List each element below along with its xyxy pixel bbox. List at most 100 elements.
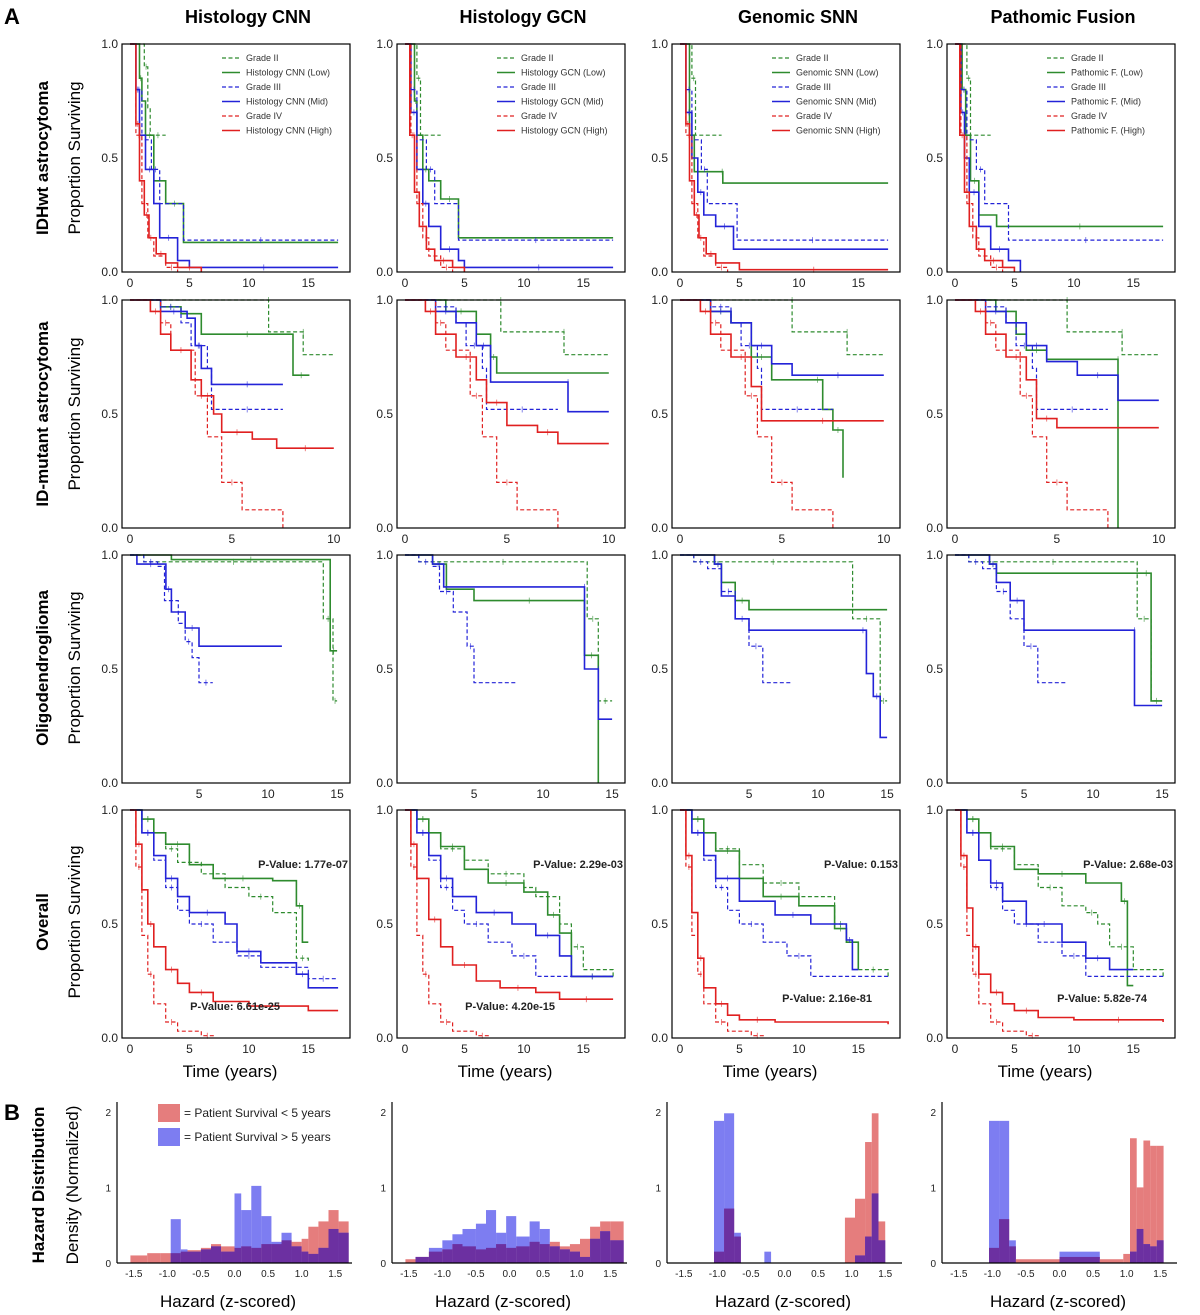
y-tick-label: 0.5 <box>651 917 668 931</box>
hist-bar-overlap <box>442 1249 453 1263</box>
hist-bar-short-survival <box>1150 1145 1157 1263</box>
km-curve-grade4 <box>680 43 729 272</box>
km-panel: 0.0 0.5 1.0 0 5 10 <box>926 293 1176 546</box>
hist-bar-overlap <box>855 1255 866 1263</box>
hist-bar-overlap <box>301 1251 309 1263</box>
hist-bar-overlap <box>452 1244 463 1263</box>
hist-bar-overlap <box>610 1240 624 1263</box>
hist-bar-long-survival <box>486 1210 497 1263</box>
y-tick-label: 0.0 <box>926 521 943 535</box>
p-value-low-high: P-Value: 1.77e-07 <box>258 859 348 871</box>
legend-label: Grade IV <box>521 111 557 121</box>
hazard-y-axis-label: Density (Normalized) <box>63 1106 82 1265</box>
x-tick-label: 10 <box>517 276 531 290</box>
x-tick-label: 10 <box>242 1042 256 1056</box>
km-curve-grade4 <box>130 809 214 1038</box>
y-axis-label: Proportion Surviving <box>65 845 84 998</box>
km-plot-frame <box>396 43 626 273</box>
x-tick-label: 15 <box>852 1042 866 1056</box>
km-curve-mid <box>680 809 859 971</box>
legend-label: Genomic SNN (Mid) <box>796 97 877 107</box>
hist-x-tick-label: -1.0 <box>984 1269 1002 1280</box>
hist-bar-long-survival <box>764 1251 772 1263</box>
y-tick-label: 1.0 <box>926 803 943 817</box>
y-tick-label: 0.5 <box>101 151 118 165</box>
x-tick-label: 5 <box>1054 532 1061 546</box>
hist-y-tick-label: 0 <box>105 1259 111 1270</box>
hist-bar-short-survival <box>871 1113 879 1263</box>
hist-bar-overlap <box>170 1253 181 1263</box>
km-curve-low <box>130 809 309 943</box>
km-curve-grade4 <box>405 809 489 1038</box>
hist-bar-long-survival <box>714 1120 725 1263</box>
x-tick-label: 5 <box>186 276 193 290</box>
hist-bar-overlap <box>1143 1244 1151 1263</box>
km-panel: 0.0 0.5 1.0 0 5 10 15 Grade II Genomic SNN (Low)… <box>651 37 901 290</box>
hist-x-tick-label: -1.0 <box>159 1269 177 1280</box>
hist-y-tick-label: 2 <box>105 1108 111 1119</box>
x-tick-label: 15 <box>1155 787 1169 801</box>
hist-bar-overlap <box>291 1246 302 1263</box>
hist-x-tick-label: 1.5 <box>1153 1269 1167 1280</box>
km-curve-grade2 <box>955 554 1163 702</box>
km-plot-frame <box>396 554 626 784</box>
y-tick-label: 0.5 <box>101 662 118 676</box>
hist-y-tick-label: 1 <box>380 1183 386 1194</box>
y-tick-label: 0.5 <box>376 662 393 676</box>
hist-bar-overlap <box>999 1219 1010 1263</box>
hist-bar-overlap <box>569 1251 580 1263</box>
x-tick-label: 10 <box>1067 276 1081 290</box>
y-tick-label: 0.5 <box>376 151 393 165</box>
km-curve-low <box>680 554 888 611</box>
hist-y-tick-label: 2 <box>380 1108 386 1119</box>
y-axis-label: Proportion Surviving <box>65 591 84 744</box>
x-tick-label: 0 <box>677 532 684 546</box>
p-value-grade: P-Value: 4.20e-15 <box>465 1001 555 1013</box>
hist-bar-overlap <box>180 1251 188 1263</box>
hist-bar-overlap <box>865 1236 872 1263</box>
y-tick-label: 0.0 <box>926 265 943 279</box>
y-tick-label: 1.0 <box>651 548 668 562</box>
km-curve-grade3 <box>955 809 1164 977</box>
km-curve-mid <box>130 809 339 989</box>
legend-label: Histology CNN (Low) <box>246 68 330 78</box>
km-curve-grade3 <box>680 809 889 977</box>
km-curve-grade2 <box>130 43 166 136</box>
legend-label: Pathomic F. (High) <box>1071 126 1145 136</box>
km-curve-grade2 <box>405 809 614 977</box>
km-panel: 0.0 0.5 1.0 5 10 15 <box>651 548 901 801</box>
x-tick-label: 5 <box>229 532 236 546</box>
y-tick-label: 0.0 <box>101 1031 118 1045</box>
y-tick-label: 0.0 <box>101 265 118 279</box>
hazard-histogram-panels: 0 1 2 -1.5 -1.0 -0.5 0.0 0.5 1.0 1.5 0 1 2 -1.5 -1.0 -0… <box>105 1102 1177 1280</box>
hist-bar-overlap <box>308 1253 319 1263</box>
legend-label: Grade II <box>1071 53 1104 63</box>
hist-bar-long-survival <box>724 1113 735 1263</box>
hist-x-tick-label: -0.5 <box>192 1269 210 1280</box>
y-tick-label: 0.0 <box>101 521 118 535</box>
y-tick-label: 1.0 <box>101 293 118 307</box>
y-tick-label: 0.0 <box>651 1031 668 1045</box>
km-curve-low <box>130 554 338 652</box>
hist-y-tick-label: 0 <box>380 1259 386 1270</box>
legend-label: Grade III <box>521 82 556 92</box>
y-tick-label: 1.0 <box>376 293 393 307</box>
hist-bar-short-survival <box>1156 1145 1164 1263</box>
hist-bar-overlap <box>328 1228 339 1263</box>
km-curve-grade4 <box>130 299 284 528</box>
legend-label: Grade III <box>1071 82 1106 92</box>
hist-bar-short-survival <box>405 1259 416 1263</box>
hist-x-tick-label: 0.5 <box>811 1269 825 1280</box>
hist-bar-long-survival <box>170 1219 181 1263</box>
x-tick-label: 10 <box>1067 1042 1081 1056</box>
km-curve-grade4 <box>405 43 454 272</box>
hazard-x-axis-label: Hazard (z-scored) <box>435 1292 571 1311</box>
km-curve-high <box>680 43 889 271</box>
km-panel: 0.0 0.5 1.0 0 5 10 15 Grade II Histology CNN (Lo… <box>101 37 351 290</box>
hist-bar-short-survival <box>1130 1138 1137 1263</box>
hist-y-tick-label: 0 <box>930 1259 936 1270</box>
y-tick-label: 1.0 <box>101 548 118 562</box>
y-tick-label: 1.0 <box>101 37 118 51</box>
km-plot-frame <box>671 809 901 1039</box>
